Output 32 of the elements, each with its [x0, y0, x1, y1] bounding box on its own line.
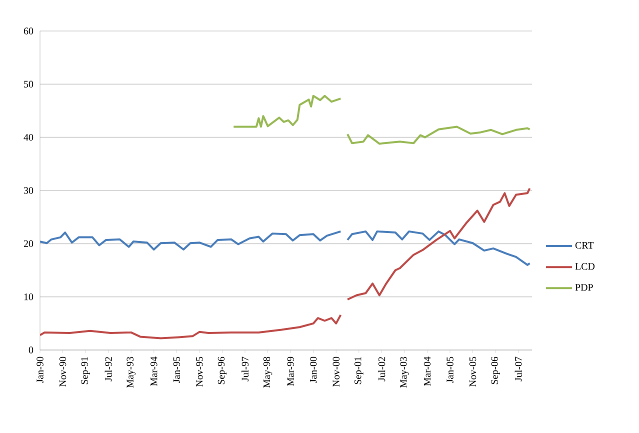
y-tick-label: 10 — [24, 293, 34, 300]
y-tick-label: 50 — [24, 80, 34, 88]
x-tick-label: Jan-95 — [173, 356, 180, 383]
x-tick-label: Nov-00 — [332, 356, 340, 387]
x-tick-label: Jan-00 — [310, 356, 317, 383]
x-tick-label: May-03 — [400, 356, 409, 388]
x-tick-label: Jul-02 — [378, 357, 386, 382]
x-tick-label: Jan-90 — [36, 356, 44, 383]
x-tick-label: Jul-07 — [514, 356, 522, 382]
x-tick-label: Jul-92 — [104, 357, 112, 382]
x-tick-label: Nov-90 — [59, 356, 66, 387]
x-tick-label: Mar-99 — [287, 356, 294, 386]
legend-label: CRT — [575, 242, 594, 249]
y-tick-label: 40 — [24, 134, 34, 141]
x-tick-label: Nov-95 — [196, 356, 203, 387]
x-tick-label: Sep-06 — [491, 356, 500, 384]
x-tick-label: Jan-05 — [446, 356, 454, 383]
legend-label: LCD — [575, 263, 595, 270]
y-tick-label: 30 — [24, 187, 34, 194]
y-tick-label: 0 — [28, 346, 34, 354]
y-tick-label: 20 — [24, 240, 34, 248]
x-tick-label: Nov-05 — [469, 356, 476, 387]
legend-label: PDP — [575, 284, 593, 291]
x-tick-label: Sep-91 — [81, 357, 90, 384]
x-tick-label: Jul-97 — [241, 356, 249, 382]
x-tick-label: Sep-01 — [354, 357, 364, 384]
x-tick-label: Mar-94 — [150, 356, 158, 386]
x-tick-label: May-93 — [126, 356, 136, 388]
x-tick-label: Mar-04 — [424, 356, 431, 386]
y-tick-label: 60 — [24, 28, 34, 34]
x-tick-label: May-98 — [263, 356, 272, 388]
x-tick-label: Sep-96 — [218, 356, 227, 384]
